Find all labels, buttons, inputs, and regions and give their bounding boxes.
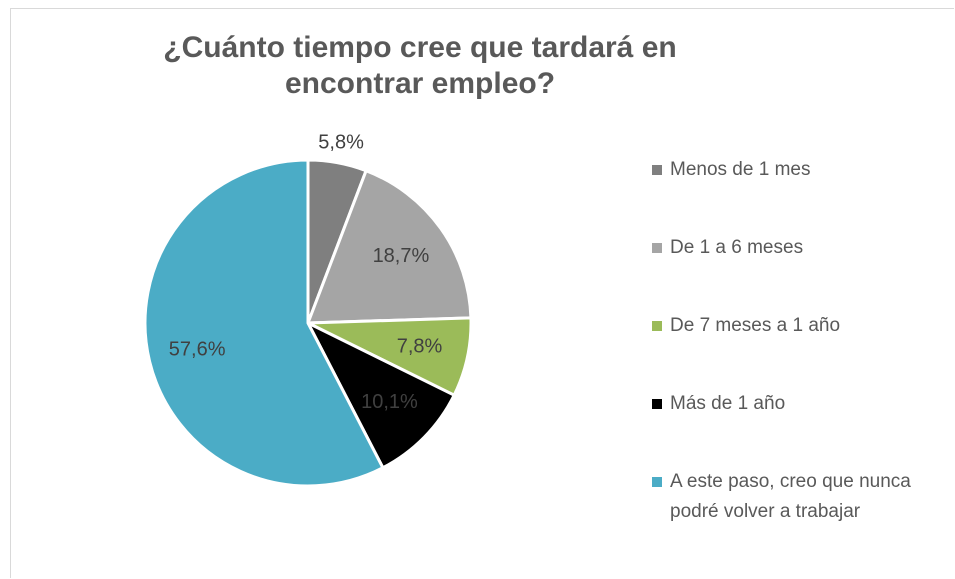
data-label: 10,1% [361,391,418,413]
legend-item: De 7 meses a 1 año [652,311,840,341]
legend-label: De 1 a 6 meses [670,237,804,258]
pie-slice [306,169,473,325]
legend-item: A este paso, creo que nunca podré volver… [652,467,952,527]
pie-slice [143,158,385,488]
legend-item: Menos de 1 mes [652,155,810,185]
legend-swatch [652,165,662,175]
pie-slice [306,321,456,470]
legend-label: De 7 meses a 1 año [670,315,841,336]
legend-item: Más de 1 año [652,389,785,419]
data-label: 7,8% [397,335,443,357]
legend-label: A este paso, creo que nunca podré volver… [670,471,911,522]
legend-item: De 1 a 6 meses [652,233,803,263]
legend-label: Menos de 1 mes [670,159,811,180]
data-label: 57,6% [169,338,226,360]
legend-swatch [652,399,662,409]
legend-swatch [652,321,662,331]
legend-swatch [652,243,662,253]
data-label: 18,7% [373,245,430,267]
data-label: 5,8% [318,132,364,154]
legend-swatch [652,477,662,487]
legend-label: Más de 1 año [670,393,786,414]
chart-frame [10,8,954,578]
chart-title: ¿Cuánto tiempo cree que tardará en encon… [163,31,677,100]
